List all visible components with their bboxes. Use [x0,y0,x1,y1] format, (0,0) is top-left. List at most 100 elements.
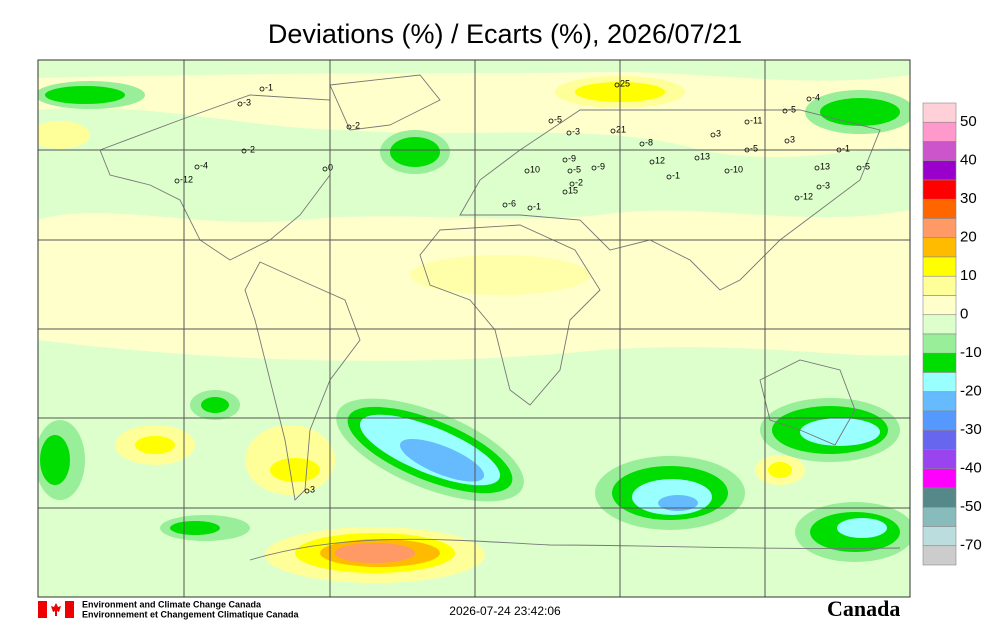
legend-label: 20 [960,229,977,246]
station-marker [856,165,862,171]
graticule [38,60,910,597]
station-value: 3 [790,134,795,144]
station-value: -9 [568,153,576,163]
legend-label: 10 [960,267,977,284]
station-marker [322,166,328,172]
legend-swatch [922,295,957,316]
station-marker [548,118,554,124]
station-marker [784,138,790,144]
legend-label: -20 [960,383,982,400]
station-marker [782,108,788,114]
station-value: -5 [573,164,581,174]
legend-swatch [922,198,957,219]
legend-swatch [922,275,957,296]
station-value: -8 [645,137,653,147]
station-value: -12 [800,191,813,201]
maple-leaf [51,603,61,616]
station-value: -2 [352,120,360,130]
legend-swatch [922,391,957,412]
station-marker [562,157,568,163]
station-marker [527,205,533,211]
legend-label: 50 [960,113,977,130]
title: Deviations (%) / Ecarts (%), 2026/07/21 [268,19,742,49]
station-value: 15 [568,185,578,195]
coastlines [99,74,901,561]
legend: 50 40 30 20 10 0 -10 -20 -30 -40 -50 -70 [922,102,982,566]
legend-swatch [922,468,957,489]
legend-swatch [922,141,957,162]
station-value: -10 [730,164,743,174]
station-value: 3 [716,128,721,138]
station-value: -3 [822,180,830,190]
legend-swatch [922,333,957,354]
station-marker [744,147,750,153]
station-marker [806,96,812,102]
legend-swatch [922,102,957,123]
legend-swatch [922,160,957,181]
station-value: -12 [180,174,193,184]
station-value: -1 [672,170,680,180]
station-value: 25 [620,78,630,88]
station-marker [816,184,822,190]
station-marker [502,202,508,208]
flag-bar [65,601,74,618]
station-marker [614,82,620,88]
legend-swatch [922,449,957,470]
station-marker [649,159,655,165]
station-value: -2 [247,144,255,154]
station-marker [836,147,842,153]
station-value: -3 [572,126,580,136]
legend-swatch [922,506,957,527]
legend-label: -10 [960,344,982,361]
legend-swatch [922,179,957,200]
legend-swatch [922,429,957,450]
station-marker [259,86,265,92]
footer: Environment and Climate Change Canada En… [38,596,900,621]
station-marker [567,168,573,174]
station-marker [237,101,243,107]
station-value: 21 [616,124,626,134]
station-value: -5 [862,161,870,171]
legend-label: -30 [960,421,982,438]
station-marker [524,168,530,174]
station-value: 12 [655,155,665,165]
station-value: -1 [842,143,850,153]
station-value: 13 [700,151,710,161]
legend-label: 0 [960,306,968,323]
station-marker [694,155,700,161]
legend-label: -50 [960,498,982,515]
station-value: -9 [597,161,605,171]
legend-swatch [922,256,957,277]
station-value: 0 [328,162,333,172]
station-value: -1 [533,201,541,211]
station-value: 3 [310,484,315,494]
legend-label: 40 [960,152,977,169]
legend-swatch [922,487,957,508]
station-marker [710,132,716,138]
legend-label: 30 [960,190,977,207]
station-marker [744,119,750,125]
flag-bar [38,601,47,618]
station-value: -5 [788,104,796,114]
station-value: 10 [530,164,540,174]
timestamp: 2026-07-24 23:42:06 [449,604,561,618]
legend-label: -40 [960,460,982,477]
legend-swatch [922,218,957,239]
station-marker [194,164,200,170]
station-marker [724,168,730,174]
station-marker [566,130,572,136]
legend-swatch [922,545,957,566]
agency-fr: Environnement et Changement Climatique C… [82,609,300,619]
legend-label: -70 [960,537,982,554]
station-marker [346,124,352,130]
legend-swatch [922,526,957,547]
station-marker [174,178,180,184]
station-value: -5 [750,143,758,153]
legend-swatch [922,237,957,258]
wordmark: Canada [827,596,900,621]
station-marker [794,195,800,201]
station-value: -4 [812,92,820,102]
legend-swatch [922,410,957,431]
station-marker [610,128,616,134]
